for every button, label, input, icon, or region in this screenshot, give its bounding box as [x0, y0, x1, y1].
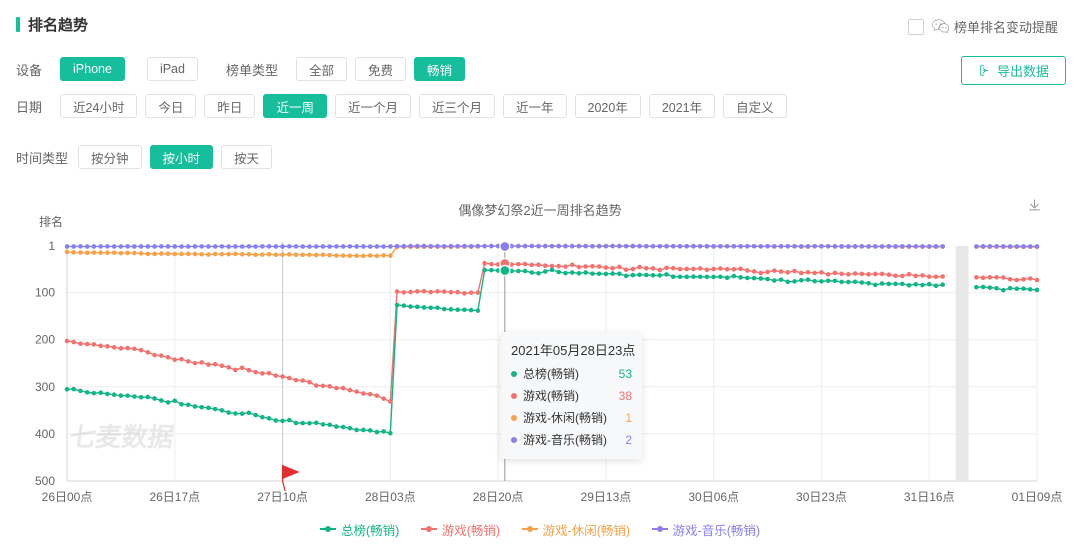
svg-text:1: 1: [48, 239, 55, 253]
svg-text:30日06点: 30日06点: [688, 490, 739, 504]
svg-text:29日13点: 29日13点: [581, 490, 632, 504]
svg-text:400: 400: [35, 427, 55, 441]
svg-text:01日09点: 01日09点: [1012, 490, 1063, 504]
svg-text:28日03点: 28日03点: [365, 490, 416, 504]
svg-text:28日20点: 28日20点: [473, 490, 524, 504]
svg-text:300: 300: [35, 380, 55, 394]
svg-text:100: 100: [35, 286, 55, 300]
svg-text:31日16点: 31日16点: [904, 490, 955, 504]
svg-text:排名: 排名: [39, 214, 63, 229]
svg-text:200: 200: [35, 333, 55, 347]
svg-text:30日23点: 30日23点: [796, 490, 847, 504]
svg-text:26日00点: 26日00点: [42, 490, 93, 504]
svg-text:500: 500: [35, 474, 55, 488]
svg-text:27日10点: 27日10点: [257, 490, 308, 504]
svg-text:26日17点: 26日17点: [149, 490, 200, 504]
